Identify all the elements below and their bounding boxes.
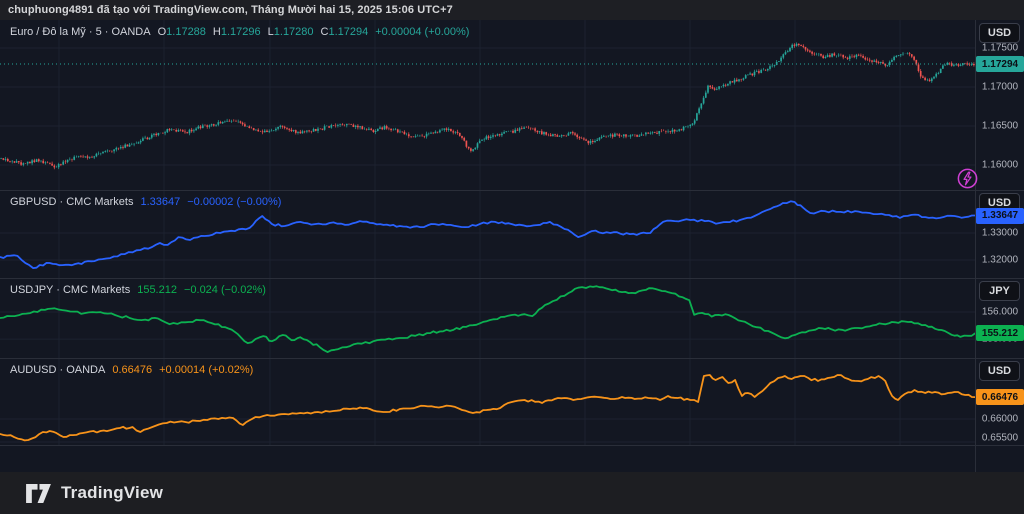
change-value: −0.024 (−0.02%) [183,284,266,296]
price-label: 0.66000 [981,413,1019,425]
change-value: +0.00014 (+0.02%) [159,364,254,376]
last-value: 155.212 [137,284,177,296]
price-label: 156.000 [981,306,1019,318]
last-value: 0.66476 [112,364,153,376]
ohlc-c: C1.17294 [320,26,369,38]
tradingview-logo-icon [26,483,51,503]
symbol-title: AUDUSD · OANDA [10,364,106,376]
tradingview-wordmark: TradingView [61,483,164,502]
tradingview-logo[interactable]: TradingView [25,483,163,504]
price-label: 1.32000 [981,254,1019,266]
price-axis-border [975,20,976,472]
chart-canvas[interactable] [0,20,975,445]
pane-separator [0,445,1024,446]
last-price-badge-usdjpy: 155.212 [976,325,1024,342]
legend-gbpusd[interactable]: GBPUSD · CMC Markets 1.33647 −0.00002 (−0.… [10,196,281,208]
price-label: 1.33000 [981,227,1019,239]
last-price-badge-audusd: 0.66476 [976,389,1024,406]
last-value: 1.33647 [140,196,181,208]
currency-button-eurusd[interactable]: USD [979,23,1020,43]
price-label: 1.17000 [981,81,1019,93]
currency-button-usdjpy[interactable]: JPY [979,281,1020,301]
last-price-badge-eurusd: 1.17294 [976,56,1024,73]
pane-separator [0,358,1024,359]
price-label: 1.16500 [981,120,1019,132]
pane-separator [0,190,1024,191]
symbol-title: GBPUSD · CMC Markets [10,196,134,208]
symbol-title: USDJPY · CMC Markets [10,284,131,296]
footer-bar: TradingView [0,472,1024,514]
last-price-badge-gbpusd: 1.33647 [976,207,1024,224]
currency-button-audusd[interactable]: USD [979,361,1020,381]
legend-eurusd[interactable]: Euro / Đô la Mỹ · 5 · OANDA O1.17288 H1.17… [10,26,469,38]
ohlc-h: H1.17296 [212,26,261,38]
pane-separator [0,278,1024,279]
attribution-text: chuphuong4891 đã tạo với TradingView.com… [8,4,453,16]
price-axis[interactable]: 1.17500 1.17000 1.16500 1.16000 USD 1.17294 1.… [976,20,1024,445]
price-label: 1.16000 [981,159,1019,171]
change-value: +0.00004 (+0.00%) [375,26,470,38]
price-label: 0.65500 [981,432,1019,444]
symbol-title: Euro / Đô la Mỹ · 5 · OANDA [10,26,151,38]
lightning-icon[interactable] [956,167,979,190]
legend-audusd[interactable]: AUDUSD · OANDA 0.66476 +0.00014 (+0.02%) [10,364,253,376]
ohlc-l: L1.17280 [267,26,314,38]
chart-area[interactable]: Euro / Đô la Mỹ · 5 · OANDA O1.17288 H1.17… [0,20,1024,483]
legend-usdjpy[interactable]: USDJPY · CMC Markets 155.212 −0.024 (−0.02… [10,284,266,296]
ohlc-o: O1.17288 [157,26,206,38]
change-value: −0.00002 (−0.00%) [187,196,282,208]
attribution-bar: chuphuong4891 đã tạo với TradingView.com… [0,0,1024,20]
price-label: 1.17500 [981,42,1019,54]
